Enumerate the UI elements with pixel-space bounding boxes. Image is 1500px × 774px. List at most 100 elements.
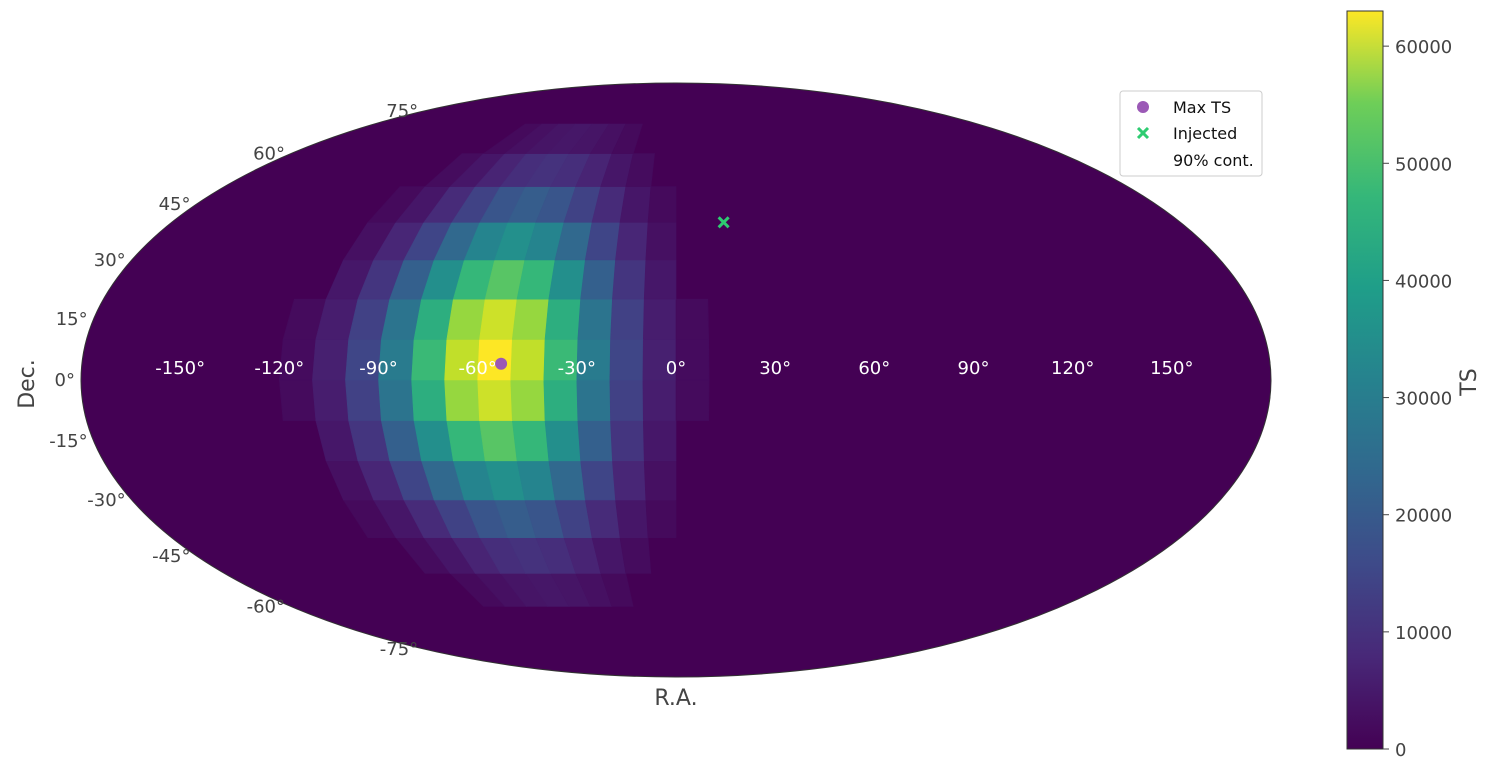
- ra-tick-label: 30°: [759, 358, 791, 379]
- dec-tick-label: 75°: [386, 101, 418, 122]
- heatmap-cell: [615, 222, 649, 261]
- heatmap-cell: [675, 298, 710, 340]
- ra-tick-label: -90°: [359, 358, 397, 379]
- heatmap-cell: [615, 499, 649, 539]
- heatmap-cell: [577, 298, 613, 340]
- heatmap-cell: [477, 379, 513, 421]
- colorbar-ticks: 0 10000 20000 30000 40000 50000 60000: [1383, 37, 1452, 761]
- heatmap-cell: [544, 420, 581, 462]
- heatmap-cell: [511, 298, 550, 340]
- heatmap-cell: [511, 420, 550, 462]
- heatmap-cell: [345, 379, 382, 421]
- heatmap-cell: [675, 379, 710, 421]
- colorbar-tick-label: 60000: [1395, 37, 1452, 58]
- heatmap-cell: [312, 339, 349, 381]
- legend-contour-label: 90% cont.: [1173, 151, 1254, 170]
- dec-tick-label: 45°: [159, 194, 191, 215]
- legend: Max TS Injected 90% cont.: [1119, 90, 1263, 177]
- heatmap-cell: [446, 298, 486, 340]
- point-markers: [495, 216, 730, 370]
- heatmap-cell: [576, 379, 611, 421]
- heatmap-cell: [643, 259, 677, 300]
- heatmap-cell: [625, 153, 655, 187]
- ra-tick-label: 90°: [958, 358, 990, 379]
- colorbar-tick-label: 10000: [1395, 623, 1452, 644]
- colorbar-tick-label: 50000: [1395, 154, 1452, 175]
- heatmap-cell: [610, 420, 645, 462]
- heatmap-cell: [510, 339, 546, 381]
- ra-tick-labels: -150° -120° -90° -60° -30° 0° 30° 60° 90° 120° 150…: [155, 358, 1193, 379]
- heatmap-cell: [479, 298, 518, 340]
- heatmap-cell: [642, 420, 677, 462]
- heatmap-cell: [580, 259, 616, 300]
- ra-tick-label: 150°: [1150, 358, 1193, 379]
- ra-tick-label: -30°: [558, 358, 596, 379]
- ra-tick-label: -120°: [254, 358, 304, 379]
- heatmap-cell: [411, 379, 448, 421]
- colorbar-gradient: [1346, 10, 1384, 750]
- ra-tick-label: 60°: [858, 358, 890, 379]
- colorbar-label: TS: [1457, 368, 1482, 396]
- ra-tick-label: 0°: [666, 358, 686, 379]
- dec-tick-label: -60°: [247, 596, 285, 617]
- legend-max-ts-label: Max TS: [1173, 98, 1231, 117]
- colorbar: 0 10000 20000 30000 40000 50000 60000 TS: [1346, 10, 1482, 761]
- x-axis-label: R.A.: [654, 686, 697, 711]
- map-border: [80, 82, 1272, 678]
- heatmap-cell: [378, 379, 415, 421]
- heatmap-cell: [619, 186, 652, 223]
- heatmap-cell: [642, 379, 677, 421]
- heatmap-cell: [612, 460, 647, 501]
- mollweide-map: [80, 82, 1272, 678]
- heatmap-cell: [479, 420, 518, 462]
- dec-tick-label: -15°: [49, 431, 87, 452]
- dec-tick-label: -75°: [380, 639, 418, 660]
- ra-tick-label: -60°: [458, 358, 496, 379]
- legend-injected-label: Injected: [1173, 124, 1237, 143]
- ra-tick-label: 120°: [1051, 358, 1094, 379]
- colorbar-tick-label: 40000: [1395, 271, 1452, 292]
- heatmap-cell: [647, 186, 677, 223]
- legend-max-ts-marker: [1137, 101, 1149, 113]
- y-axis-label: Dec.: [15, 359, 40, 409]
- heatmap-cell: [548, 460, 586, 501]
- heatmap-cell: [609, 339, 644, 381]
- max-ts-marker: [495, 357, 508, 370]
- injected-marker: [717, 216, 730, 229]
- dec-tick-label: 60°: [253, 144, 285, 165]
- heatmap-cell: [612, 259, 647, 300]
- ra-tick-label: -150°: [155, 358, 205, 379]
- heatmap-cell: [312, 379, 349, 421]
- heatmap-cell: [609, 379, 644, 421]
- colorbar-tick-label: 30000: [1395, 389, 1452, 410]
- colorbar-tick-label: 0: [1395, 740, 1406, 761]
- heatmap-cell: [548, 259, 586, 300]
- ts-heatmap-cells: [278, 123, 710, 607]
- heatmap-cell: [510, 379, 546, 421]
- heatmap-cell: [645, 499, 677, 539]
- colorbar-tick-label: 20000: [1395, 506, 1452, 527]
- legend-injected-marker: [1136, 126, 1150, 140]
- heatmap-cell: [610, 298, 645, 340]
- heatmap-cell: [278, 379, 317, 421]
- heatmap-cell: [446, 420, 486, 462]
- heatmap-cell: [411, 339, 448, 381]
- dec-tick-label: 0°: [55, 370, 75, 391]
- dec-tick-label: 30°: [94, 250, 126, 271]
- heatmap-cell: [580, 460, 616, 501]
- heatmap-cell: [444, 379, 480, 421]
- heatmap-cell: [544, 298, 581, 340]
- dec-tick-labels: 75° 60° 45° 30° 15° 0° -15° -30° -45° -60° -75°: [49, 101, 418, 660]
- heatmap-cell: [645, 222, 677, 261]
- dec-tick-label: -30°: [87, 490, 125, 511]
- dec-tick-label: 15°: [56, 309, 88, 330]
- dec-tick-label: -45°: [152, 546, 190, 567]
- legend-box: [1119, 90, 1263, 177]
- heatmap-cell: [577, 420, 613, 462]
- heatmap-cell: [643, 460, 677, 501]
- heatmap-cell: [619, 537, 652, 574]
- heatmap-cell: [543, 379, 579, 421]
- heatmap-cell: [611, 123, 643, 154]
- heatmap-cell: [642, 298, 677, 340]
